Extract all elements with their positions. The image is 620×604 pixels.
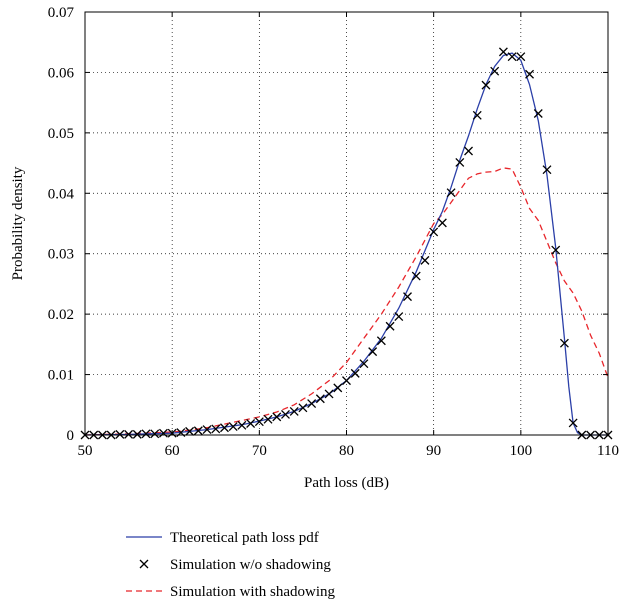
- data-point-no-shadowing: [446, 188, 456, 198]
- data-point-no-shadowing: [193, 426, 203, 436]
- series-line-theoretical: [85, 52, 608, 436]
- plot-frame: [84, 11, 609, 436]
- data-point-no-shadowing: [533, 109, 543, 118]
- data-point-no-shadowing: [315, 394, 325, 404]
- data-point-no-shadowing: [359, 359, 369, 369]
- x-tick-label: 60: [165, 443, 180, 459]
- data-point-no-shadowing: [455, 158, 465, 167]
- data-point-no-shadowing: [568, 418, 578, 428]
- x-tick-label: 80: [339, 443, 354, 459]
- data-point-no-shadowing: [150, 429, 160, 439]
- data-point-no-shadowing: [385, 321, 395, 331]
- data-point-no-shadowing: [115, 429, 125, 439]
- y-tick-label: 0.05: [48, 126, 74, 142]
- data-point-no-shadowing: [542, 165, 552, 175]
- data-point-no-shadowing: [394, 312, 404, 322]
- data-point-no-shadowing: [429, 227, 439, 237]
- y-tick-label: 0.02: [48, 307, 74, 323]
- data-point-no-shadowing: [124, 429, 134, 439]
- x-tick-label: 90: [426, 443, 441, 459]
- data-point-no-shadowing: [464, 146, 473, 156]
- data-point-no-shadowing: [281, 409, 290, 419]
- data-point-no-shadowing: [481, 80, 491, 90]
- legend-swatch-no-shadowing: [139, 559, 149, 569]
- x-axis-label: Path loss (dB): [304, 475, 389, 491]
- data-point-no-shadowing: [211, 424, 221, 434]
- data-point-no-shadowing: [403, 292, 412, 302]
- data-point-no-shadowing: [298, 403, 308, 413]
- legend-label-no-shadowing: Simulation w/o shadowing: [170, 557, 331, 573]
- legend-item-with-shadowing: Simulation with shadowing: [126, 584, 336, 600]
- y-tick-label: 0.01: [48, 368, 74, 384]
- data-point-no-shadowing: [342, 376, 351, 386]
- data-point-no-shadowing: [525, 69, 535, 79]
- x-tick-label: 110: [597, 443, 619, 459]
- data-point-no-shadowing: [516, 52, 526, 62]
- data-point-no-shadowing: [333, 383, 343, 393]
- data-point-no-shadowing: [202, 425, 212, 435]
- data-point-no-shadowing: [246, 419, 256, 428]
- data-point-no-shadowing: [132, 429, 142, 439]
- data-point-no-shadowing: [498, 47, 508, 57]
- y-tick-label: 0.06: [48, 65, 75, 81]
- data-point-no-shadowing: [158, 428, 168, 438]
- data-point-no-shadowing: [141, 429, 151, 439]
- y-axis-label: Probability density: [10, 166, 26, 280]
- y-tick-label: 0: [67, 428, 75, 444]
- x-tick-label: 100: [510, 443, 533, 459]
- data-point-no-shadowing: [185, 426, 195, 436]
- data-point-no-shadowing: [228, 422, 238, 431]
- data-point-no-shadowing: [254, 417, 264, 427]
- legend-item-no-shadowing: Simulation w/o shadowing: [139, 557, 331, 573]
- data-point-no-shadowing: [307, 399, 317, 409]
- x-tick-label: 50: [78, 443, 93, 459]
- data-point-no-shadowing: [350, 368, 360, 378]
- data-point-no-shadowing: [289, 406, 299, 416]
- data-point-no-shadowing: [507, 52, 517, 62]
- data-point-no-shadowing: [237, 420, 247, 430]
- grid: [85, 12, 608, 435]
- data-point-no-shadowing: [324, 389, 334, 399]
- data-point-no-shadowing: [490, 66, 500, 76]
- y-tick-label: 0.04: [48, 186, 75, 202]
- data-point-no-shadowing: [368, 347, 378, 357]
- data-point-no-shadowing: [559, 338, 569, 348]
- data-point-no-shadowing: [220, 423, 229, 433]
- legend-item-theoretical: Theoretical path loss pdf: [126, 530, 319, 546]
- y-tick-label: 0.07: [48, 5, 75, 21]
- data-point-no-shadowing: [376, 336, 386, 346]
- data-point-no-shadowing: [472, 110, 482, 120]
- y-tick-label: 0.03: [48, 247, 74, 263]
- series-markers-no-shadowing: [80, 47, 613, 440]
- legend-label-theoretical: Theoretical path loss pdf: [170, 530, 319, 546]
- data-point-no-shadowing: [272, 412, 282, 422]
- series-line-with-shadowing: [85, 167, 608, 436]
- data-point-no-shadowing: [437, 218, 447, 228]
- legend: Theoretical path loss pdf Simulation w/o…: [126, 530, 336, 600]
- data-point-no-shadowing: [411, 271, 421, 281]
- legend-label-with-shadowing: Simulation with shadowing: [170, 584, 336, 600]
- data-point-no-shadowing: [263, 414, 273, 424]
- series-layer: [80, 47, 613, 440]
- data-point-no-shadowing: [420, 255, 430, 265]
- ticks: 50 60 70 80 90 100 110 0 0.01 0.02 0.03 0.04 0.05 0.0…: [48, 5, 619, 459]
- data-point-no-shadowing: [551, 245, 561, 255]
- x-tick-label: 70: [252, 443, 267, 459]
